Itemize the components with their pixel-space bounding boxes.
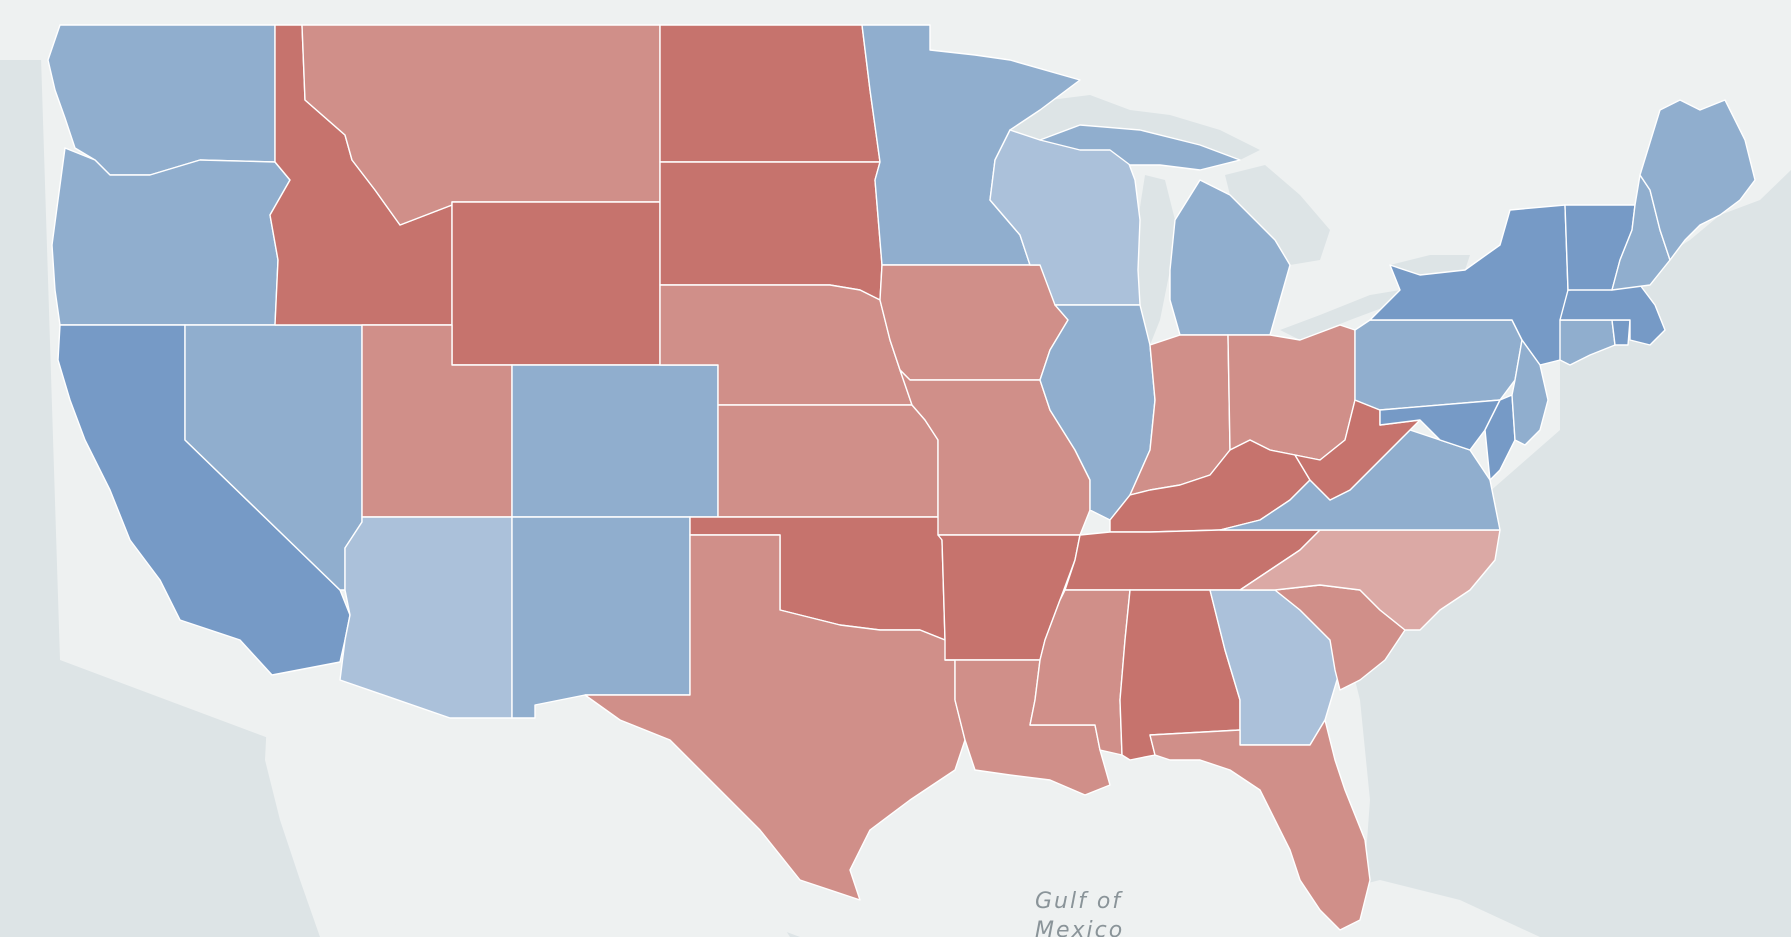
lake-ontario (1390, 255, 1470, 275)
state-ME[interactable] (1639, 99, 1756, 261)
state-AZ[interactable] (339, 516, 513, 719)
state-RI[interactable] (1611, 319, 1631, 346)
state-NM[interactable] (511, 516, 691, 719)
state-SD[interactable] (659, 161, 883, 301)
state-OH[interactable] (1227, 324, 1356, 461)
state-ND[interactable] (659, 24, 881, 163)
state-KS[interactable] (717, 404, 939, 518)
gulf-label-line1: Gulf of (1035, 889, 1123, 914)
states-layer (47, 24, 1756, 931)
lake-erie (1280, 290, 1400, 340)
state-CO[interactable] (511, 364, 719, 518)
state-WA[interactable] (47, 24, 276, 176)
lake-michigan (1135, 175, 1175, 345)
gulf-label-line2: Mexico (1035, 918, 1124, 937)
state-MI[interactable] (1039, 124, 1291, 336)
state-PA[interactable] (1354, 319, 1523, 411)
state-WV[interactable] (1294, 399, 1421, 501)
state-IA[interactable] (879, 264, 1069, 381)
state-OR[interactable] (51, 147, 291, 326)
state-FL[interactable] (1149, 719, 1371, 931)
state-NJ[interactable] (1511, 339, 1549, 446)
state-NC[interactable] (1239, 529, 1501, 631)
state-WY[interactable] (451, 201, 661, 366)
state-MA[interactable] (1559, 284, 1666, 346)
state-TX[interactable] (584, 534, 966, 901)
lake-huron (1225, 165, 1330, 265)
